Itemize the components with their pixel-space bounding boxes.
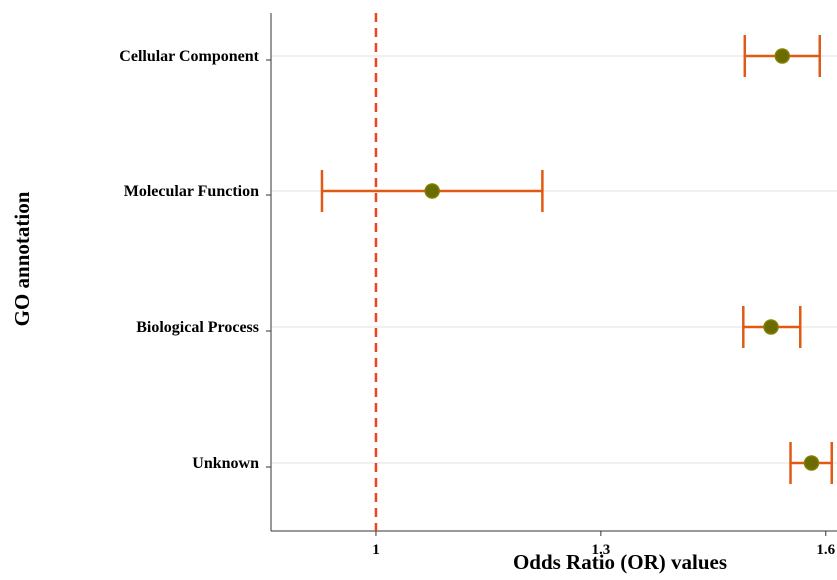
point-unknown bbox=[803, 455, 820, 471]
category-label-cellular-component: Cellular Component bbox=[119, 48, 259, 65]
axis-layer bbox=[266, 13, 837, 536]
error-bar-layer bbox=[320, 35, 834, 484]
point-layer bbox=[424, 48, 820, 471]
category-label-unknown: Unknown bbox=[192, 455, 259, 472]
category-label-biological-process: Biological Process bbox=[136, 319, 259, 336]
x-tick-label-2: 1.6 bbox=[816, 542, 835, 558]
x-tick-label-0: 1 bbox=[372, 542, 380, 558]
x-axis-title: Odds Ratio (OR) values bbox=[513, 550, 727, 574]
point-molecular-function bbox=[424, 183, 440, 199]
y-axis-title: GO annotation bbox=[10, 191, 34, 326]
label-layer: Cellular Component Molecular Function Biol… bbox=[119, 48, 835, 558]
grid-layer bbox=[271, 55, 837, 464]
point-biological-process bbox=[763, 319, 779, 335]
x-tick-label-1: 1.3 bbox=[591, 542, 610, 558]
point-cellular-component bbox=[774, 48, 791, 64]
category-label-molecular-function: Molecular Function bbox=[124, 183, 259, 200]
